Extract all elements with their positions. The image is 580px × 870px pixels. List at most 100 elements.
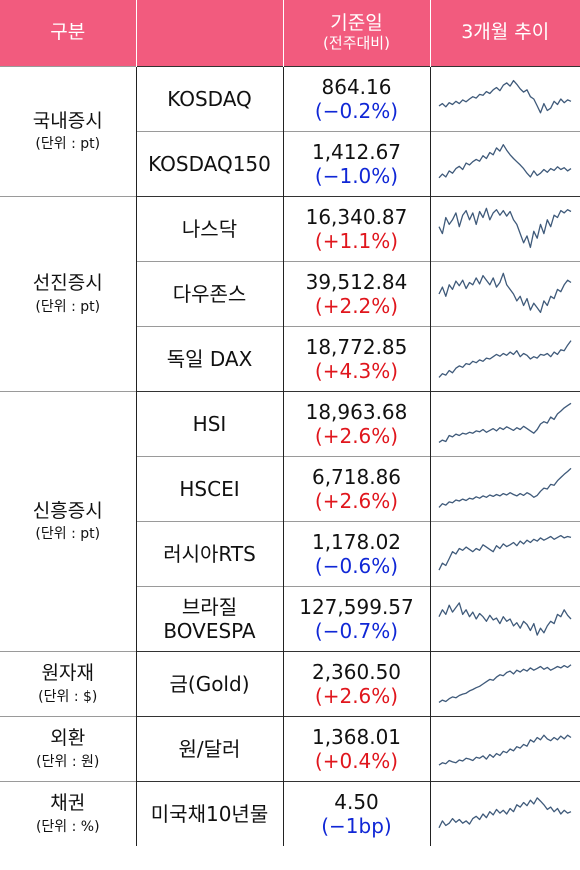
- group-name: 국내증시: [32, 109, 103, 132]
- group-cell: 국내증시 (단위 : pt): [0, 66, 136, 197]
- trend-cell: [429, 196, 580, 262]
- table-row: 러시아RTS 1,178.02 (−0.6%): [0, 521, 580, 587]
- index-name: 다우존스: [135, 261, 283, 327]
- value-cell: 1,178.02 (−0.6%): [282, 521, 430, 587]
- header-category: 구분: [0, 0, 136, 67]
- index-name: 원/달러: [135, 716, 283, 782]
- trend-cell: [429, 456, 580, 522]
- table-row: 원자재 (단위 : $) 금(Gold) 2,360.50 (+2.6%): [0, 651, 580, 717]
- header-base-value-sub: (전주대비): [323, 34, 390, 53]
- index-name: 독일 DAX: [135, 326, 283, 392]
- trend-line: [438, 207, 572, 249]
- trend-line: [438, 734, 572, 766]
- trend-cell: [429, 66, 580, 132]
- group-cell: 선진증시 (단위 : pt): [0, 196, 136, 392]
- group-name: 채권: [50, 792, 86, 815]
- value-cell: 39,512.84 (+2.2%): [282, 261, 430, 327]
- value-cell: 1,368.01 (+0.4%): [282, 716, 430, 782]
- header-base-value-label: 기준일: [330, 12, 383, 35]
- index-name: 러시아RTS: [135, 521, 283, 587]
- index-value: 127,599.57: [299, 595, 414, 619]
- group-cell: 원자재 (단위 : $): [0, 651, 136, 717]
- group-name: 원자재: [41, 662, 94, 685]
- trend-sparkline: [438, 207, 572, 249]
- trend-cell: [429, 651, 580, 717]
- trend-cell: [429, 326, 580, 392]
- trend-line: [438, 467, 572, 508]
- index-name: 나스닥: [135, 196, 283, 262]
- table-row: 외환 (단위 : 원) 원/달러 1,368.01 (+0.4%): [0, 716, 580, 782]
- trend-sparkline: [438, 467, 572, 508]
- value-cell: 18,963.68 (+2.6%): [282, 391, 430, 457]
- trend-cell: [429, 261, 580, 327]
- group-cell: 채권 (단위 : %): [0, 781, 136, 846]
- trend-cell: [429, 781, 580, 846]
- index-name: HSI: [135, 391, 283, 457]
- table-body: 국내증시 (단위 : pt) KOSDAQ 864.16 (−0.2%) KOSDAQ15…: [0, 66, 580, 846]
- trend-sparkline: [438, 602, 572, 636]
- index-value: 2,360.50: [311, 660, 402, 684]
- table-row: 브라질 BOVESPA 127,599.57 (−0.7%): [0, 586, 580, 652]
- group-unit: (단위 : %): [35, 818, 100, 835]
- trend-sparkline: [438, 402, 572, 443]
- index-value: 16,340.87: [305, 205, 408, 229]
- index-name: KOSDAQ: [135, 66, 283, 132]
- trend-sparkline: [438, 272, 572, 314]
- value-cell: 18,772.85 (+4.3%): [282, 326, 430, 392]
- table-row: HSCEI 6,718.86 (+2.6%): [0, 456, 580, 522]
- group-cell: 신흥증시 (단위 : pt): [0, 391, 136, 652]
- index-value: 4.50: [334, 790, 379, 814]
- trend-cell: [429, 521, 580, 587]
- index-name: 금(Gold): [135, 651, 283, 717]
- index-change: (+2.6%): [314, 489, 399, 513]
- index-change: (+2.2%): [314, 294, 399, 318]
- index-value: 1,368.01: [311, 725, 402, 749]
- index-change: (+1.1%): [314, 229, 399, 253]
- market-table: 구분 기준일 (전주대비) 3개월 추이 국내증시 (단위 : pt) KOSDAQ…: [0, 0, 580, 846]
- trend-line: [438, 144, 572, 179]
- table-row: 선진증시 (단위 : pt) 나스닥 16,340.87 (+1.1%): [0, 196, 580, 392]
- index-name: 브라질 BOVESPA: [135, 586, 283, 652]
- table-row: 다우존스 39,512.84 (+2.2%): [0, 261, 580, 327]
- trend-sparkline: [438, 144, 572, 179]
- index-name: HSCEI: [135, 456, 283, 522]
- index-value: 6,718.86: [311, 465, 402, 489]
- trend-cell: [429, 391, 580, 457]
- trend-cell: [429, 716, 580, 782]
- group-unit: (단위 : pt): [35, 136, 101, 153]
- index-name: KOSDAQ150: [135, 131, 283, 197]
- index-value: 1,178.02: [311, 530, 402, 554]
- group-cell: 외환 (단위 : 원): [0, 716, 136, 782]
- index-value: 39,512.84: [305, 270, 408, 294]
- value-cell: 6,718.86 (+2.6%): [282, 456, 430, 522]
- header-index: [135, 0, 283, 67]
- index-value: 18,963.68: [305, 400, 408, 424]
- index-value: 18,772.85: [305, 335, 408, 359]
- group-unit: (단위 : pt): [35, 526, 101, 543]
- index-value: 864.16: [321, 75, 392, 99]
- value-cell: 4.50 (−1bp): [282, 781, 430, 846]
- table-row: 채권 (단위 : %) 미국채10년물 4.50 (−1bp): [0, 781, 580, 846]
- table-row: KOSDAQ150 1,412.67 (−1.0%): [0, 131, 580, 197]
- header-trend: 3개월 추이: [429, 0, 580, 67]
- header-row: 구분 기준일 (전주대비) 3개월 추이: [0, 0, 580, 67]
- group-unit: (단위 : 원): [36, 753, 100, 770]
- trend-line: [438, 534, 572, 571]
- value-cell: 127,599.57 (−0.7%): [282, 586, 430, 652]
- trend-sparkline: [438, 664, 572, 703]
- value-cell: 864.16 (−0.2%): [282, 66, 430, 132]
- group-name: 신흥증시: [32, 499, 103, 522]
- table-row: 독일 DAX 18,772.85 (+4.3%): [0, 326, 580, 392]
- trend-sparkline: [438, 79, 572, 114]
- trend-cell: [429, 131, 580, 197]
- value-cell: 16,340.87 (+1.1%): [282, 196, 430, 262]
- index-change: (−1bp): [321, 814, 392, 838]
- index-change: (−0.6%): [314, 554, 399, 578]
- trend-sparkline: [438, 340, 572, 378]
- index-change: (+2.6%): [314, 424, 399, 448]
- trend-line: [438, 402, 572, 443]
- group-unit: (단위 : pt): [35, 298, 101, 315]
- index-change: (+2.6%): [314, 684, 399, 708]
- group-name: 외환: [50, 727, 86, 750]
